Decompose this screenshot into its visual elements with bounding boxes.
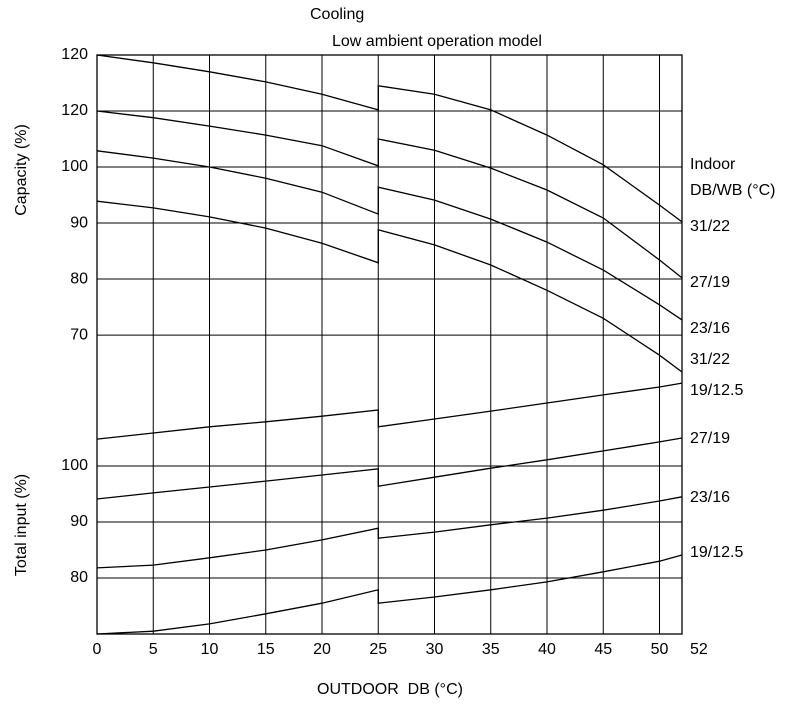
x-axis-label: OUTDOOR DB (°C) <box>317 681 463 698</box>
y-tick-label: 90 <box>70 214 88 231</box>
y-tick-label: 80 <box>70 569 88 586</box>
y-tick-label: 90 <box>70 513 88 530</box>
chart-title: Cooling <box>310 6 364 23</box>
series-label: 31/22 <box>690 218 730 235</box>
x-tick-label: 25 <box>369 641 387 658</box>
y-tick-label: 100 <box>61 158 88 175</box>
series-label: 19/12.5 <box>690 544 743 561</box>
y-tick-label: 70 <box>70 326 88 343</box>
legend-title: Indoor <box>690 156 736 173</box>
series-label: 27/19 <box>690 274 730 291</box>
series-label: 19/12.5 <box>690 382 743 399</box>
legend-title: DB/WB (°C) <box>690 182 776 199</box>
y-tick-label: 100 <box>61 457 88 474</box>
x-tick-label: 10 <box>201 641 219 658</box>
x-tick-label: 35 <box>482 641 500 658</box>
curve <box>96 382 683 440</box>
x-tick-label: 52 <box>690 641 708 658</box>
curve <box>96 496 683 569</box>
curve <box>96 110 683 279</box>
x-tick-label: 45 <box>594 641 612 658</box>
curve <box>96 554 683 635</box>
x-tick-label: 50 <box>651 641 669 658</box>
y-axis-label: Total input (%) <box>13 474 30 576</box>
curve <box>96 150 683 321</box>
series-label: 23/16 <box>690 320 730 337</box>
chart-subtitle: Low ambient operation model <box>332 33 542 50</box>
x-tick-label: 15 <box>257 641 275 658</box>
x-tick-label: 0 <box>93 641 102 658</box>
y-tick-label: 120 <box>61 102 88 119</box>
curve <box>96 200 683 373</box>
x-tick-label: 5 <box>149 641 158 658</box>
y-tick-label: 120 <box>61 46 88 63</box>
y-tick-label: 80 <box>70 270 88 287</box>
series-label: 23/16 <box>690 489 730 506</box>
x-tick-label: 40 <box>538 641 556 658</box>
x-tick-label: 30 <box>426 641 444 658</box>
curve <box>96 54 683 223</box>
curve <box>96 437 683 500</box>
x-tick-label: 20 <box>313 641 331 658</box>
series-label: 27/19 <box>690 430 730 447</box>
y-axis-label: Capacity (%) <box>13 124 30 216</box>
series-label: 31/22 <box>690 351 730 368</box>
